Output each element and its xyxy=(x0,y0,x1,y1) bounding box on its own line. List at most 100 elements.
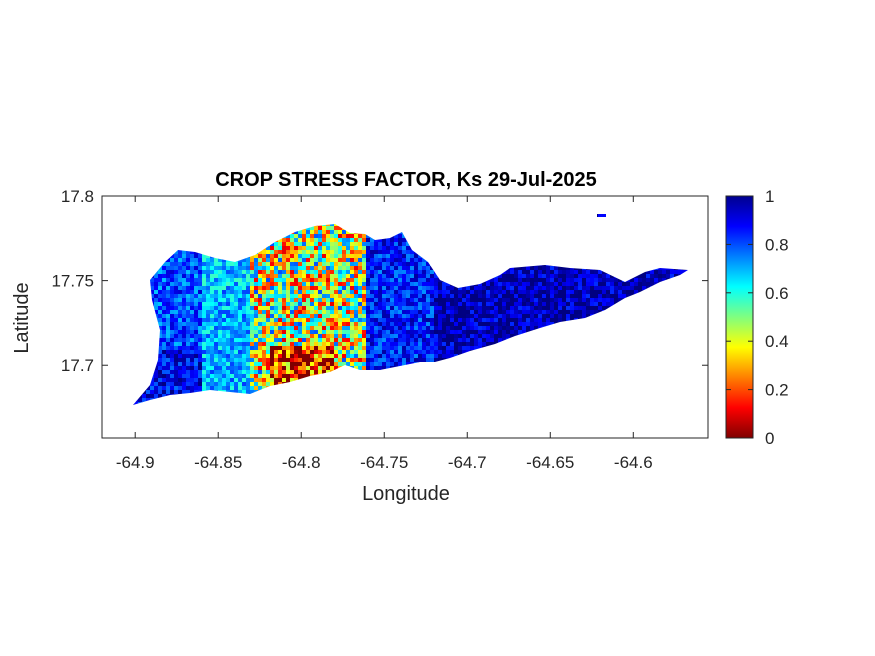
heatmap-cell xyxy=(434,294,438,298)
heatmap-cell xyxy=(274,342,278,346)
heatmap-cell xyxy=(478,286,482,290)
heatmap-cell xyxy=(166,266,170,270)
heatmap-cell xyxy=(274,282,278,286)
heatmap-cell xyxy=(638,282,642,286)
heatmap-cell xyxy=(490,330,494,334)
heatmap-cell xyxy=(442,286,446,290)
heatmap-cell xyxy=(386,278,390,282)
heatmap-cell xyxy=(218,322,222,326)
heatmap-cell xyxy=(174,342,178,346)
heatmap-cell xyxy=(214,310,218,314)
heatmap-cell xyxy=(426,274,430,278)
heatmap-cell xyxy=(338,246,342,250)
heatmap-cell xyxy=(214,318,218,322)
heatmap-cell xyxy=(158,298,162,302)
heatmap-cell xyxy=(182,350,186,354)
heatmap-cell xyxy=(450,334,454,338)
heatmap-cell xyxy=(606,278,610,282)
heatmap-cell xyxy=(482,314,486,318)
heatmap-cell xyxy=(478,330,482,334)
heatmap-cell xyxy=(214,298,218,302)
heatmap-cell xyxy=(314,318,318,322)
heatmap-cell xyxy=(370,278,374,282)
heatmap-cell xyxy=(442,334,446,338)
heatmap-cell xyxy=(206,266,210,270)
heatmap-cell xyxy=(638,290,642,294)
heatmap-cell xyxy=(546,270,550,274)
heatmap-cell xyxy=(554,266,558,270)
heatmap-cell xyxy=(366,246,370,250)
heatmap-cell xyxy=(362,234,366,238)
heatmap-cell xyxy=(378,286,382,290)
heatmap-cell xyxy=(222,310,226,314)
heatmap-cell xyxy=(298,242,302,246)
heatmap-cell xyxy=(610,294,614,298)
heatmap-cell xyxy=(274,318,278,322)
heatmap-cell xyxy=(330,230,334,234)
heatmap-cell xyxy=(186,334,190,338)
heatmap-cell xyxy=(230,286,234,290)
heatmap-cell xyxy=(618,278,622,282)
heatmap-cell xyxy=(546,302,550,306)
heatmap-cell xyxy=(178,314,182,318)
heatmap-cell xyxy=(498,286,502,290)
heatmap-cell xyxy=(306,246,310,250)
heatmap-cell xyxy=(150,290,154,294)
heatmap-cell xyxy=(570,274,574,278)
heatmap-cell xyxy=(238,298,242,302)
heatmap-cell xyxy=(326,234,330,238)
heatmap-cell xyxy=(302,310,306,314)
heatmap-cell xyxy=(346,294,350,298)
heatmap-cell xyxy=(270,342,274,346)
heatmap-cell xyxy=(350,286,354,290)
heatmap-cell xyxy=(402,298,406,302)
heatmap-cell xyxy=(290,294,294,298)
heatmap-cell xyxy=(378,262,382,266)
heatmap-cell xyxy=(390,302,394,306)
heatmap-cell xyxy=(394,282,398,286)
heatmap-cell xyxy=(310,282,314,286)
heatmap-cell xyxy=(410,266,414,270)
heatmap-cell xyxy=(266,282,270,286)
heatmap-cell xyxy=(386,298,390,302)
heatmap-cell xyxy=(614,278,618,282)
heatmap-cell xyxy=(386,274,390,278)
heatmap-cell xyxy=(442,306,446,310)
heatmap-cell xyxy=(234,334,238,338)
heatmap-cell xyxy=(302,330,306,334)
heatmap-cell xyxy=(470,346,474,350)
heatmap-cell xyxy=(362,346,366,350)
heatmap-cell xyxy=(346,254,350,258)
heatmap-cell xyxy=(258,290,262,294)
heatmap-cell xyxy=(322,262,326,266)
heatmap-cell xyxy=(562,286,566,290)
heatmap-cell xyxy=(342,326,346,330)
heatmap-cell xyxy=(178,254,182,258)
heatmap-cell xyxy=(482,290,486,294)
heatmap-cell xyxy=(158,270,162,274)
heatmap-cell xyxy=(330,274,334,278)
heatmap-cell xyxy=(262,274,266,278)
heatmap-cell xyxy=(266,310,270,314)
heatmap-cell xyxy=(310,242,314,246)
heatmap-cell xyxy=(242,282,246,286)
heatmap-cell xyxy=(594,278,598,282)
heatmap-cell xyxy=(310,226,314,230)
heatmap-cell xyxy=(190,262,194,266)
heatmap-cell xyxy=(334,350,338,354)
heatmap-cell xyxy=(178,310,182,314)
heatmap-cell xyxy=(382,266,386,270)
heatmap-cell xyxy=(414,270,418,274)
heatmap-cell xyxy=(186,266,190,270)
heatmap-cell xyxy=(242,350,246,354)
heatmap-cell xyxy=(298,282,302,286)
heatmap-cell xyxy=(338,286,342,290)
heatmap-cell xyxy=(274,306,278,310)
heatmap-cell xyxy=(330,290,334,294)
heatmap-cell xyxy=(274,314,278,318)
heatmap-cell xyxy=(414,282,418,286)
heatmap-cell xyxy=(610,282,614,286)
heatmap-cell xyxy=(438,314,442,318)
heatmap-cell xyxy=(326,246,330,250)
heatmap-cell xyxy=(162,302,166,306)
